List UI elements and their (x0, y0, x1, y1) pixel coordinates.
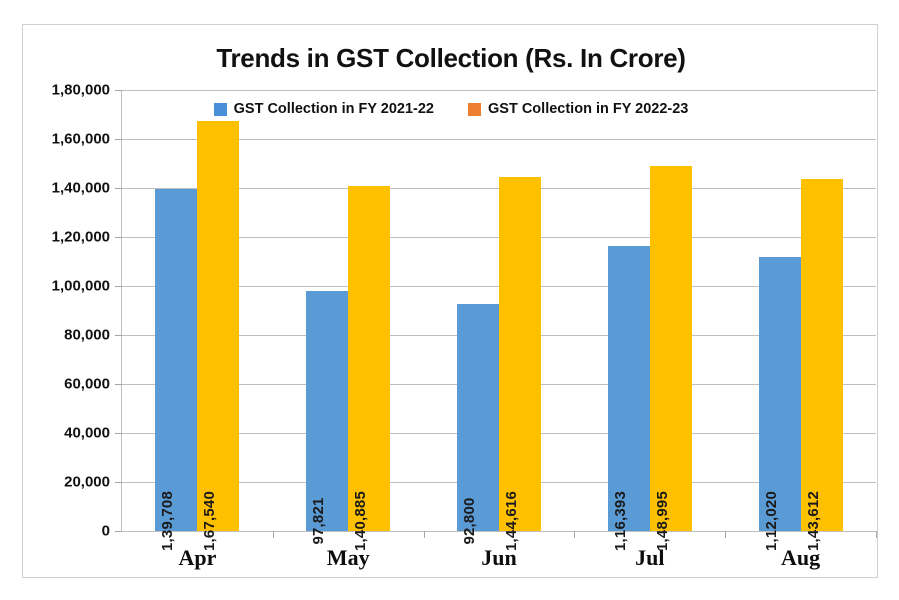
plot-area: 0 20,000 40,000 60,000 80,000 1,00,000 1,20,00… (52, 82, 877, 570)
y-axis-tick-label: 1,80,000 (51, 81, 110, 99)
bar-apr-series-1[interactable]: 1,39,708 (155, 188, 198, 551)
y-axis-tick-mark (115, 433, 122, 434)
bar-aug-series-2[interactable]: 1,43,612 (800, 179, 843, 551)
legend-swatch-series-2 (468, 102, 481, 116)
y-axis-tick-label: 1,00,000 (51, 277, 110, 295)
y-axis-tick-mark (115, 482, 122, 483)
bar-jul-series-1[interactable]: 1,16,393 (607, 245, 650, 551)
bar-value-label: 1,67,540 (201, 491, 219, 551)
legend-item-series-1[interactable]: GST Collection in FY 2021-22 (213, 101, 434, 117)
y-axis-line (121, 90, 122, 531)
bar-value-label: 1,40,885 (352, 491, 370, 551)
bar-value-label: 1,16,393 (611, 491, 629, 551)
y-axis-tick-label: 1,60,000 (51, 130, 110, 148)
y-axis-tick-label: 60,000 (64, 375, 110, 393)
x-axis-category-separator (574, 531, 576, 538)
y-axis-tick-label: 80,000 (64, 326, 110, 344)
x-axis-tick-label-jun: Jun (481, 545, 517, 570)
gridline (122, 531, 876, 532)
legend-label-series-1: GST Collection in FY 2021-22 (233, 101, 434, 117)
legend-item-series-2[interactable]: GST Collection in FY 2022-23 (468, 101, 688, 117)
bar-value-label: 1,12,020 (762, 491, 780, 551)
x-axis-tick-label-aug: Aug (781, 545, 821, 570)
x-axis-tick-label-apr: Apr (178, 545, 217, 570)
y-axis-tick-label: 1,20,000 (51, 228, 110, 246)
x-axis-tick-label-jul: Jul (635, 545, 665, 570)
bar-may-series-2[interactable]: 1,40,885 (348, 185, 391, 551)
bar-jun-series-2[interactable]: 1,44,616 (499, 176, 541, 551)
y-axis-tick-mark (115, 531, 122, 532)
bar-value-label: 1,39,708 (159, 491, 177, 551)
x-axis-category-separator (725, 531, 727, 538)
bar-may-series-1[interactable]: 97,821 (306, 291, 349, 545)
y-axis-tick-mark (115, 286, 122, 287)
bar-aug-series-1[interactable]: 1,12,020 (758, 256, 801, 551)
x-axis-tick-label-may: May (326, 545, 370, 570)
x-axis-category-separator (423, 531, 425, 538)
y-axis-tick-mark (115, 188, 122, 189)
y-axis-tick-mark (115, 139, 122, 140)
bar-value-label: 1,44,616 (503, 491, 520, 551)
legend-swatch-series-1 (213, 102, 227, 116)
bar-value-label: 97,821 (310, 497, 328, 545)
bar-value-label: 1,48,995 (653, 491, 671, 551)
gridline (122, 139, 876, 140)
y-axis-tick-mark (115, 384, 122, 385)
chart-legend: GST Collection in FY 2021-22 GST Collect… (23, 101, 879, 117)
y-axis-tick-label: 40,000 (64, 424, 110, 442)
y-axis-tick-mark (115, 90, 122, 91)
legend-label-series-2: GST Collection in FY 2022-23 (488, 101, 689, 117)
y-axis-tick-mark (115, 237, 122, 238)
chart-container: Trends in GST Collection (Rs. In Crore) … (22, 24, 878, 578)
x-axis-category-separator (272, 531, 274, 538)
bar-jul-series-2[interactable]: 1,48,995 (649, 165, 692, 551)
y-axis-tick-mark (115, 335, 122, 336)
gridline (122, 90, 876, 91)
y-axis-tick-label: 1,40,000 (51, 179, 110, 197)
x-axis-category-separator (876, 531, 877, 538)
bar-value-label: 92,800 (461, 497, 478, 545)
y-axis-tick-label: 20,000 (64, 473, 110, 491)
chart-title: Trends in GST Collection (Rs. In Crore) (216, 43, 686, 73)
y-axis-tick-label: 0 (101, 522, 110, 540)
bar-apr-series-2[interactable]: 1,67,540 (197, 120, 240, 551)
bar-value-label: 1,43,612 (804, 491, 822, 551)
bar-jun-series-1[interactable]: 92,800 (457, 303, 499, 545)
